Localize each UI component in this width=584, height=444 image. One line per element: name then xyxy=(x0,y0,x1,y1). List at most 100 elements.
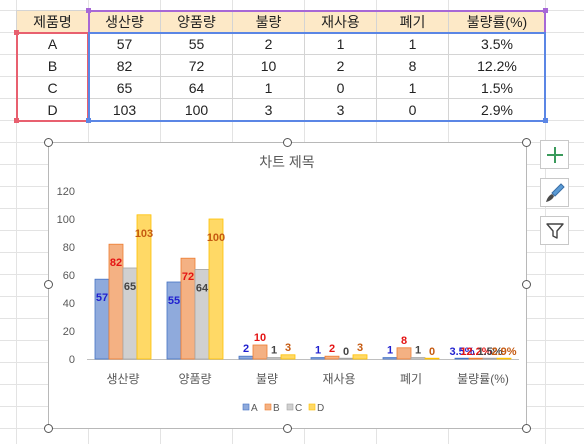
table-cell[interactable]: 1 xyxy=(232,76,305,99)
table-cell[interactable]: 8 xyxy=(376,54,449,77)
data-label[interactable]: 2.9% xyxy=(491,346,516,358)
bar[interactable] xyxy=(136,214,152,360)
chart-elements-button[interactable] xyxy=(540,140,569,169)
bar[interactable] xyxy=(382,357,398,360)
bar[interactable] xyxy=(280,354,296,360)
data-label[interactable]: 64 xyxy=(196,282,209,294)
table-cell[interactable]: A xyxy=(16,32,89,55)
data-label[interactable]: 1 xyxy=(271,345,277,357)
data-label[interactable]: 2 xyxy=(243,343,249,355)
header-cell[interactable]: 생산량 xyxy=(88,10,161,33)
table-cell[interactable]: 3.5% xyxy=(448,32,546,55)
bar[interactable] xyxy=(410,357,426,360)
data-label[interactable]: 0 xyxy=(343,346,349,358)
table-cell[interactable]: 0 xyxy=(304,76,377,99)
chart-resize-handle[interactable] xyxy=(522,280,531,289)
chart-resize-handle[interactable] xyxy=(44,138,53,147)
chart-resize-handle[interactable] xyxy=(283,138,292,147)
header-cell[interactable]: 양품량 xyxy=(160,10,233,33)
table-cell[interactable]: C xyxy=(16,76,89,99)
data-label[interactable]: 1 xyxy=(415,345,421,357)
data-label[interactable]: 65 xyxy=(124,281,136,293)
range-resize-handle[interactable] xyxy=(86,8,91,13)
data-label[interactable]: 55 xyxy=(168,295,180,307)
table-cell[interactable]: 1.5% xyxy=(448,76,546,99)
table-cell[interactable]: 12.2% xyxy=(448,54,546,77)
bar[interactable] xyxy=(396,347,412,360)
data-label[interactable]: 3 xyxy=(357,342,363,354)
bar[interactable] xyxy=(324,355,340,360)
bar[interactable] xyxy=(338,357,354,360)
data-label[interactable]: 57 xyxy=(96,292,108,304)
legend-label[interactable]: D xyxy=(317,403,324,414)
legend-label[interactable]: C xyxy=(295,403,302,414)
chart-area[interactable]: 차트 제목 0 20 40 60 80 100 120 57 82 65 103 55 72 64 100… xyxy=(48,142,527,429)
table-cell[interactable]: B xyxy=(16,54,89,77)
data-label[interactable]: 1.5% xyxy=(477,346,502,358)
table-cell[interactable]: 0 xyxy=(376,98,449,121)
legend-label[interactable]: A xyxy=(251,403,258,414)
data-label[interactable]: 12.2% xyxy=(460,346,491,358)
table-cell[interactable]: 3 xyxy=(232,98,305,121)
chart-filters-button[interactable] xyxy=(540,216,569,245)
bar[interactable] xyxy=(166,281,182,360)
header-cell[interactable]: 불량 xyxy=(232,10,305,33)
bar[interactable] xyxy=(208,218,224,360)
chart-resize-handle[interactable] xyxy=(283,424,292,433)
chart-resize-handle[interactable] xyxy=(522,424,531,433)
bar[interactable] xyxy=(468,357,484,360)
table-cell[interactable]: 2 xyxy=(304,54,377,77)
range-resize-handle[interactable] xyxy=(543,118,548,123)
table-cell[interactable]: 2.9% xyxy=(448,98,546,121)
data-label[interactable]: 1 xyxy=(387,345,393,357)
range-resize-handle[interactable] xyxy=(543,8,548,13)
range-resize-handle[interactable] xyxy=(14,30,19,35)
data-label[interactable]: 82 xyxy=(110,257,122,269)
table-cell[interactable]: 55 xyxy=(160,32,233,55)
table-cell[interactable]: 1 xyxy=(376,76,449,99)
header-cell[interactable]: 불량률(%) xyxy=(448,10,546,33)
table-cell[interactable]: 72 xyxy=(160,54,233,77)
data-label[interactable]: 2 xyxy=(329,343,335,355)
bar[interactable] xyxy=(482,357,498,360)
header-cell[interactable]: 제품명 xyxy=(16,10,89,33)
bar[interactable] xyxy=(352,354,368,360)
table-cell[interactable]: 65 xyxy=(88,76,161,99)
table-cell[interactable]: 1 xyxy=(304,32,377,55)
chart-title[interactable]: 차트 제목 xyxy=(259,154,315,170)
legend-label[interactable]: B xyxy=(273,403,280,414)
data-label[interactable]: 10 xyxy=(254,332,266,344)
chart-resize-handle[interactable] xyxy=(522,138,531,147)
table-cell[interactable]: 64 xyxy=(160,76,233,99)
chart-styles-button[interactable] xyxy=(540,178,569,207)
data-label[interactable]: 3 xyxy=(285,342,291,354)
chart-resize-handle[interactable] xyxy=(44,280,53,289)
bar[interactable] xyxy=(238,355,254,360)
table-cell[interactable]: 3 xyxy=(304,98,377,121)
data-label[interactable]: 72 xyxy=(182,271,194,283)
table-cell[interactable]: D xyxy=(16,98,89,121)
bar[interactable] xyxy=(496,357,512,360)
range-resize-handle[interactable] xyxy=(86,118,91,123)
data-label[interactable]: 8 xyxy=(401,335,407,347)
bar[interactable] xyxy=(310,357,326,360)
bar[interactable] xyxy=(424,357,440,360)
bar[interactable] xyxy=(454,357,470,360)
data-label[interactable]: 100 xyxy=(207,232,225,244)
table-cell[interactable]: 103 xyxy=(88,98,161,121)
data-label[interactable]: 0 xyxy=(429,346,435,358)
table-cell[interactable]: 82 xyxy=(88,54,161,77)
header-cell[interactable]: 폐기 xyxy=(376,10,449,33)
table-cell[interactable]: 1 xyxy=(376,32,449,55)
chart-resize-handle[interactable] xyxy=(44,424,53,433)
bar[interactable] xyxy=(252,344,268,360)
table-cell[interactable]: 2 xyxy=(232,32,305,55)
data-label[interactable]: 1 xyxy=(315,345,321,357)
table-cell[interactable]: 57 xyxy=(88,32,161,55)
data-label[interactable]: 103 xyxy=(135,228,153,240)
bar[interactable] xyxy=(266,357,282,360)
range-resize-handle[interactable] xyxy=(14,118,19,123)
table-cell[interactable]: 10 xyxy=(232,54,305,77)
header-cell[interactable]: 재사용 xyxy=(304,10,377,33)
